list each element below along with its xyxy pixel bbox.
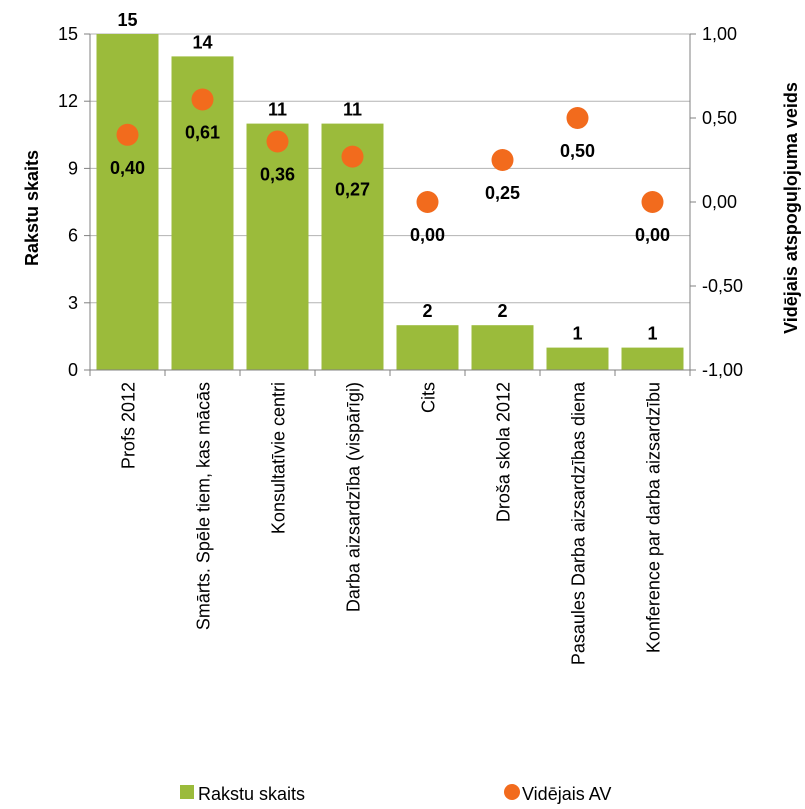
point (641, 191, 664, 213)
legend: Rakstu skaits Vidējais AV (180, 784, 611, 804)
right-tick-label: 1,00 (702, 24, 737, 44)
left-tick-label: 12 (58, 91, 78, 111)
point (566, 107, 589, 129)
left-axis-ticks: 0 3 6 9 12 15 (58, 24, 90, 380)
point (416, 191, 439, 213)
point-value-label: 0,00 (410, 225, 445, 245)
point (266, 130, 289, 153)
bar-value-label: 14 (192, 32, 212, 52)
bar (546, 347, 609, 370)
scatter-series (116, 88, 664, 213)
category-label: Smārts. Spēle tiem, kas mācās (194, 382, 214, 630)
bar (621, 347, 684, 370)
bar-value-label: 2 (422, 301, 432, 321)
point-value-label: 0,61 (185, 123, 220, 143)
bar-series (96, 34, 684, 371)
point (116, 123, 139, 146)
legend-point-label: Vidējais AV (522, 784, 611, 804)
bar-value-label: 11 (343, 100, 362, 120)
category-label: Konference par darba aizsardzību (644, 382, 664, 653)
bar (96, 34, 159, 370)
left-tick-label: 3 (68, 293, 78, 313)
category-label: Profs 2012 (119, 382, 139, 469)
legend-point-swatch (504, 784, 520, 800)
bar-value-label: 1 (647, 324, 657, 344)
point-value-label: 0,25 (485, 183, 520, 203)
legend-bar-swatch (180, 785, 194, 799)
bar (246, 123, 309, 370)
right-axis-ticks: -1,00 -0,50 0,00 0,50 1,00 (690, 24, 743, 380)
point (341, 145, 364, 168)
bar-value-label: 2 (497, 301, 507, 321)
bar (471, 325, 534, 370)
category-label: Pasaules Darba aizsardzības diena (569, 381, 589, 665)
point (491, 149, 514, 171)
point-value-label: 0,27 (335, 180, 370, 200)
left-tick-label: 0 (68, 360, 78, 380)
right-tick-label: -1,00 (702, 360, 743, 380)
left-axis-title: Rakstu skaits (22, 150, 42, 266)
right-tick-label: 0,00 (702, 192, 737, 212)
point-value-label: 0,36 (260, 165, 295, 185)
category-label: Cits (419, 382, 439, 413)
point-value-label: 0,40 (110, 158, 145, 178)
bar-value-label: 1 (572, 324, 582, 344)
bar-value-label: 11 (268, 100, 287, 120)
point (191, 88, 214, 111)
category-labels: Profs 2012 Smārts. Spēle tiem, kas mācās K… (119, 381, 664, 665)
left-tick-label: 15 (58, 24, 78, 44)
category-label: Droša skola 2012 (494, 382, 514, 522)
category-label: Konsultatīvie centri (269, 382, 289, 534)
left-tick-label: 6 (68, 226, 78, 246)
right-axis-title: Vidējais atspoguļojuma veids (781, 82, 801, 334)
bar (396, 325, 459, 370)
category-label: Darba aizsardzība (vispārīgi) (344, 382, 364, 612)
point-value-label: 0,50 (560, 141, 595, 161)
right-tick-label: -0,50 (702, 276, 743, 296)
legend-bar-label: Rakstu skaits (198, 784, 305, 804)
data-labels: 15 0,40 14 0,61 11 0,36 11 0,27 2 0,00 2 0,25 1 0,50 1… (110, 10, 670, 344)
bar-value-label: 15 (117, 10, 137, 30)
right-tick-label: 0,50 (702, 108, 737, 128)
point-value-label: 0,00 (635, 225, 670, 245)
left-tick-label: 9 (68, 158, 78, 178)
